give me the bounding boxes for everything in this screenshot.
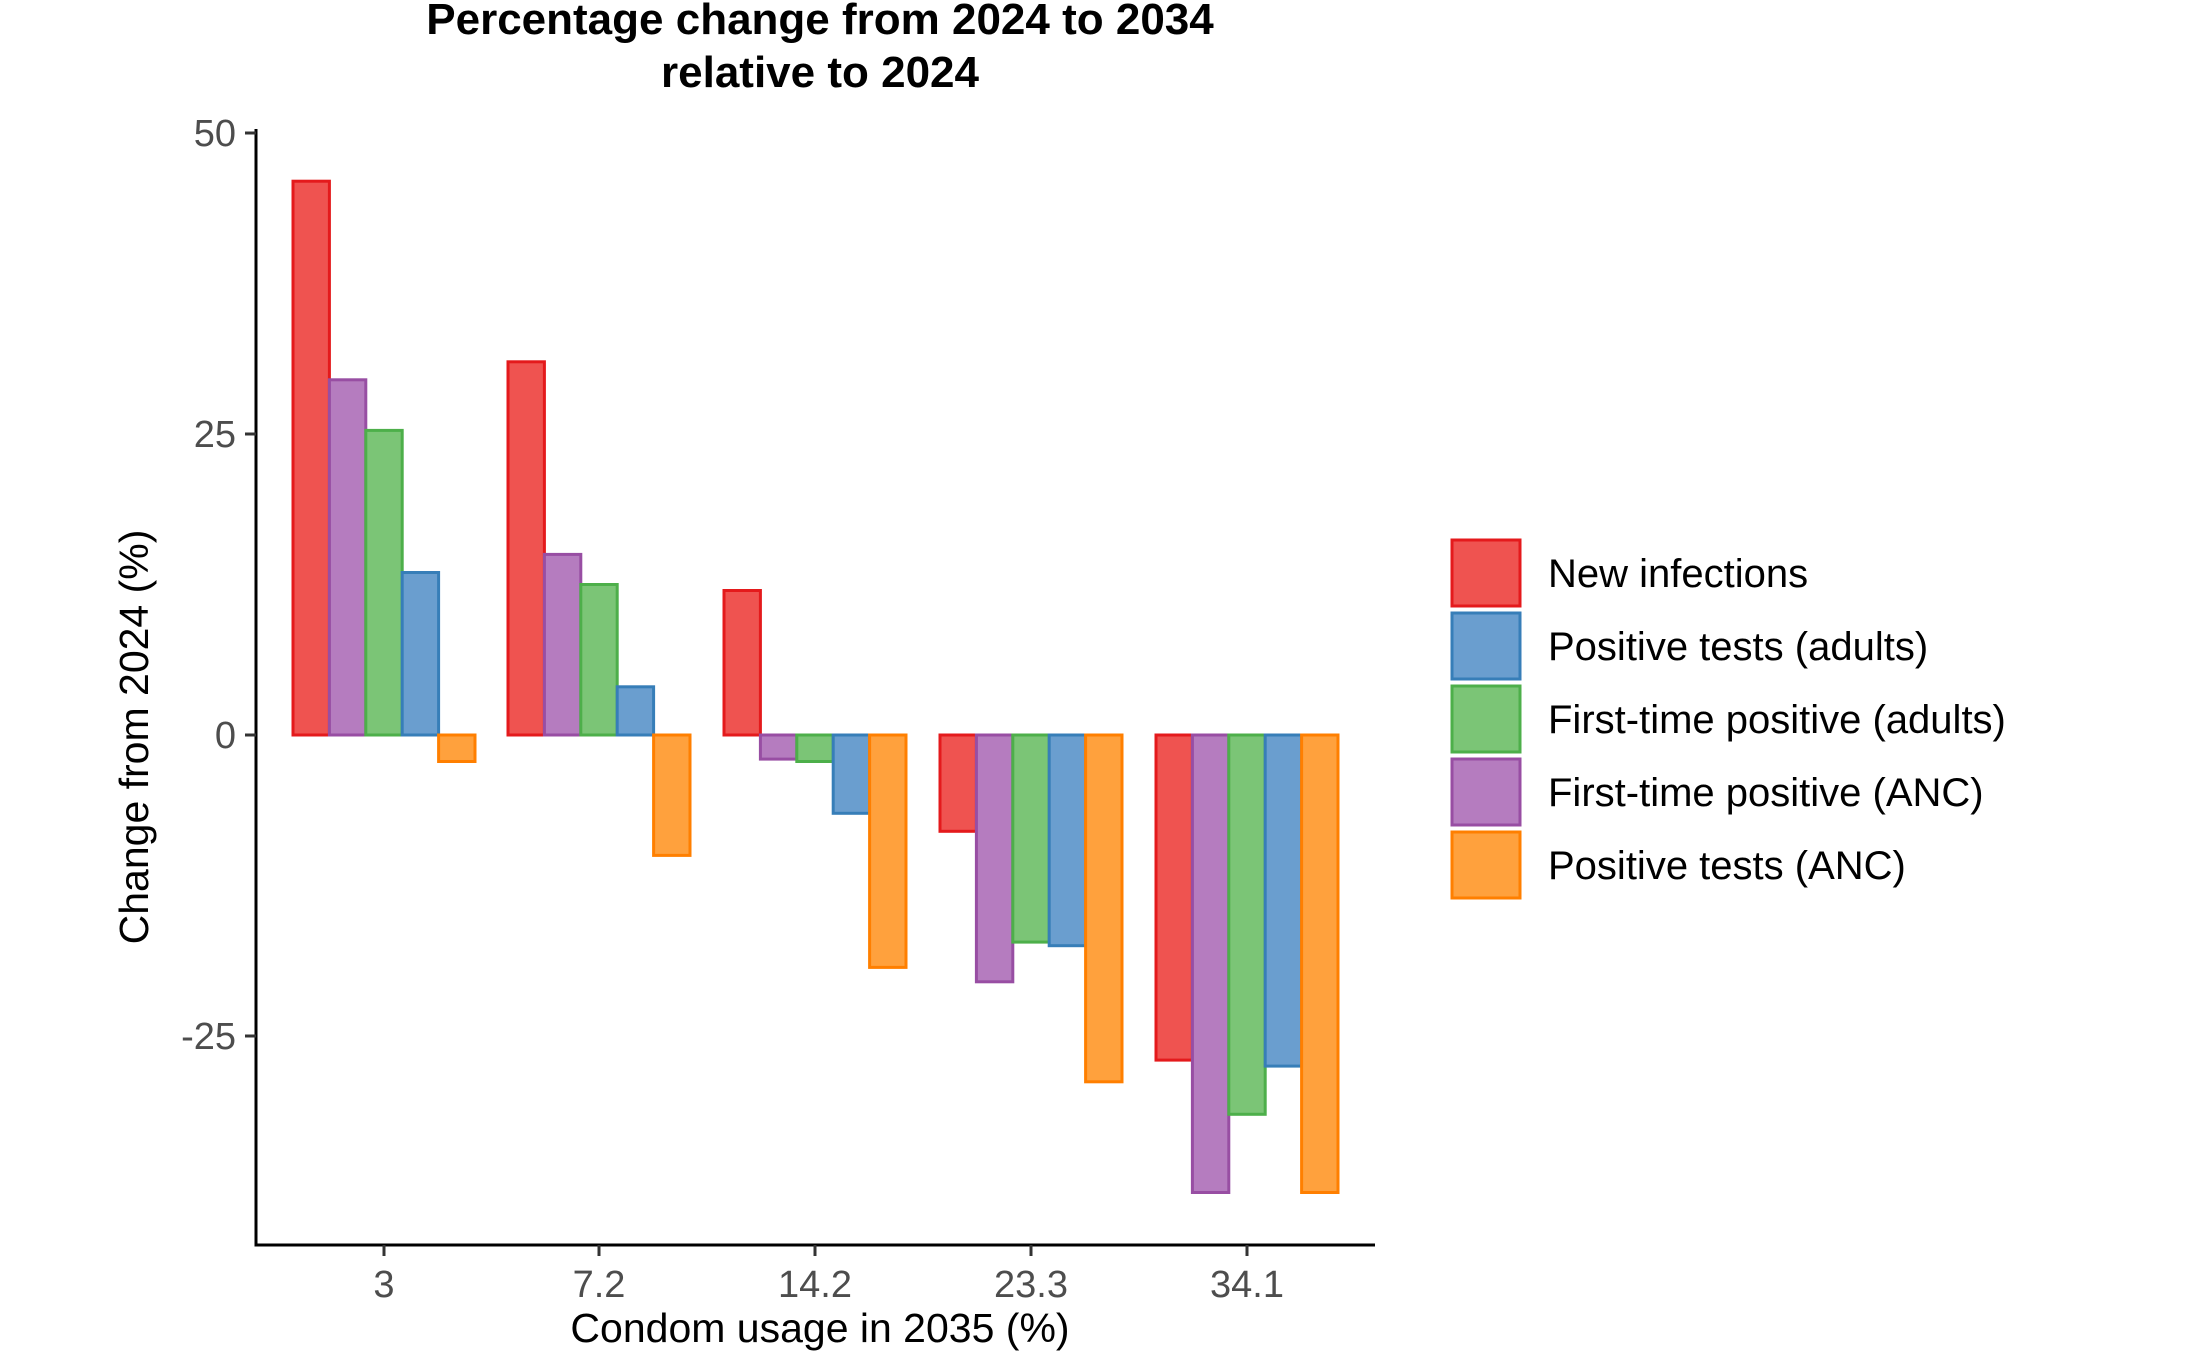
legend-swatch [1450, 538, 1522, 608]
legend: New infections Positive tests (adults) Fir… [1450, 538, 2006, 900]
legend-label: First-time positive (ANC) [1548, 771, 1984, 815]
x-tick-label: 14.2 [778, 1264, 852, 1306]
legend-swatch [1450, 684, 1522, 754]
y-tick-label: 50 [194, 113, 236, 155]
legend-swatch [1450, 757, 1522, 827]
x-axis-title: Condom usage in 2035 (%) [570, 1305, 1069, 1351]
bar-first-time-positive-anc-14-2 [758, 733, 799, 761]
y-tick-label: 0 [215, 715, 236, 757]
bars [291, 179, 1340, 1194]
legend-item: New infections [1450, 538, 1808, 608]
y-axis-title: Change from 2024 (%) [111, 530, 157, 945]
legend-label: Positive tests (ANC) [1548, 844, 1906, 888]
x-tick-label: 3 [373, 1264, 394, 1306]
legend-item: Positive tests (ANC) [1450, 830, 1906, 900]
x-tick-label: 23.3 [994, 1264, 1068, 1306]
y-tick-label: -25 [181, 1016, 236, 1058]
chart-title-line-2: relative to 2024 [661, 48, 979, 97]
legend-swatch [1450, 611, 1522, 681]
bar-first-time-positive-anc-3 [327, 378, 368, 737]
legend-item: Positive tests (adults) [1450, 611, 1928, 681]
legend-label: New infections [1548, 552, 1808, 596]
bar-first-time-positive-adults-34-1 [1227, 733, 1267, 1116]
x-tick-label: 34.1 [1210, 1264, 1284, 1306]
bar-first-time-positive-anc-7-2 [542, 552, 583, 737]
bar-new-infections-3 [291, 179, 331, 737]
y-tick-label: 25 [194, 414, 236, 456]
legend-item: First-time positive (adults) [1450, 684, 2006, 754]
bar-positive-tests-adults-3 [400, 571, 441, 737]
bar-new-infections-14-2 [722, 589, 762, 737]
bar-positive-tests-adults-34-1 [1263, 733, 1304, 1068]
bar-positive-tests-anc-3 [437, 733, 477, 763]
bar-positive-tests-anc-34-1 [1300, 733, 1340, 1194]
legend-label: First-time positive (adults) [1548, 698, 2006, 742]
bar-first-time-positive-adults-3 [364, 428, 404, 737]
bar-positive-tests-anc-23-3 [1084, 733, 1124, 1084]
legend-label: Positive tests (adults) [1548, 625, 1928, 669]
bar-positive-tests-adults-14-2 [831, 733, 872, 815]
bar-first-time-positive-adults-7-2 [579, 583, 619, 737]
bar-positive-tests-anc-14-2 [868, 733, 908, 969]
bar-first-time-positive-anc-34-1 [1190, 733, 1231, 1194]
bar-first-time-positive-anc-23-3 [974, 733, 1015, 984]
x-tick-label: 7.2 [573, 1264, 626, 1306]
legend-swatch [1450, 830, 1522, 900]
bar-positive-tests-anc-7-2 [652, 733, 692, 857]
legend-item: First-time positive (ANC) [1450, 757, 1984, 827]
bar-positive-tests-adults-7-2 [615, 685, 656, 737]
chart-title-line-1: Percentage change from 2024 to 2034 [426, 0, 1214, 44]
bar-new-infections-7-2 [506, 360, 546, 737]
bar-new-infections-34-1 [1154, 733, 1194, 1062]
bar-first-time-positive-adults-23-3 [1011, 733, 1051, 944]
bar-new-infections-23-3 [938, 733, 978, 833]
tick-labels: 50 25 0 -25 3 7.2 14.2 23.3 34.1 [181, 113, 1284, 1306]
bar-positive-tests-adults-23-3 [1047, 733, 1088, 948]
chart-title: Percentage change from 2024 to 2034 rela… [426, 0, 1214, 97]
bar-first-time-positive-adults-14-2 [795, 733, 835, 763]
